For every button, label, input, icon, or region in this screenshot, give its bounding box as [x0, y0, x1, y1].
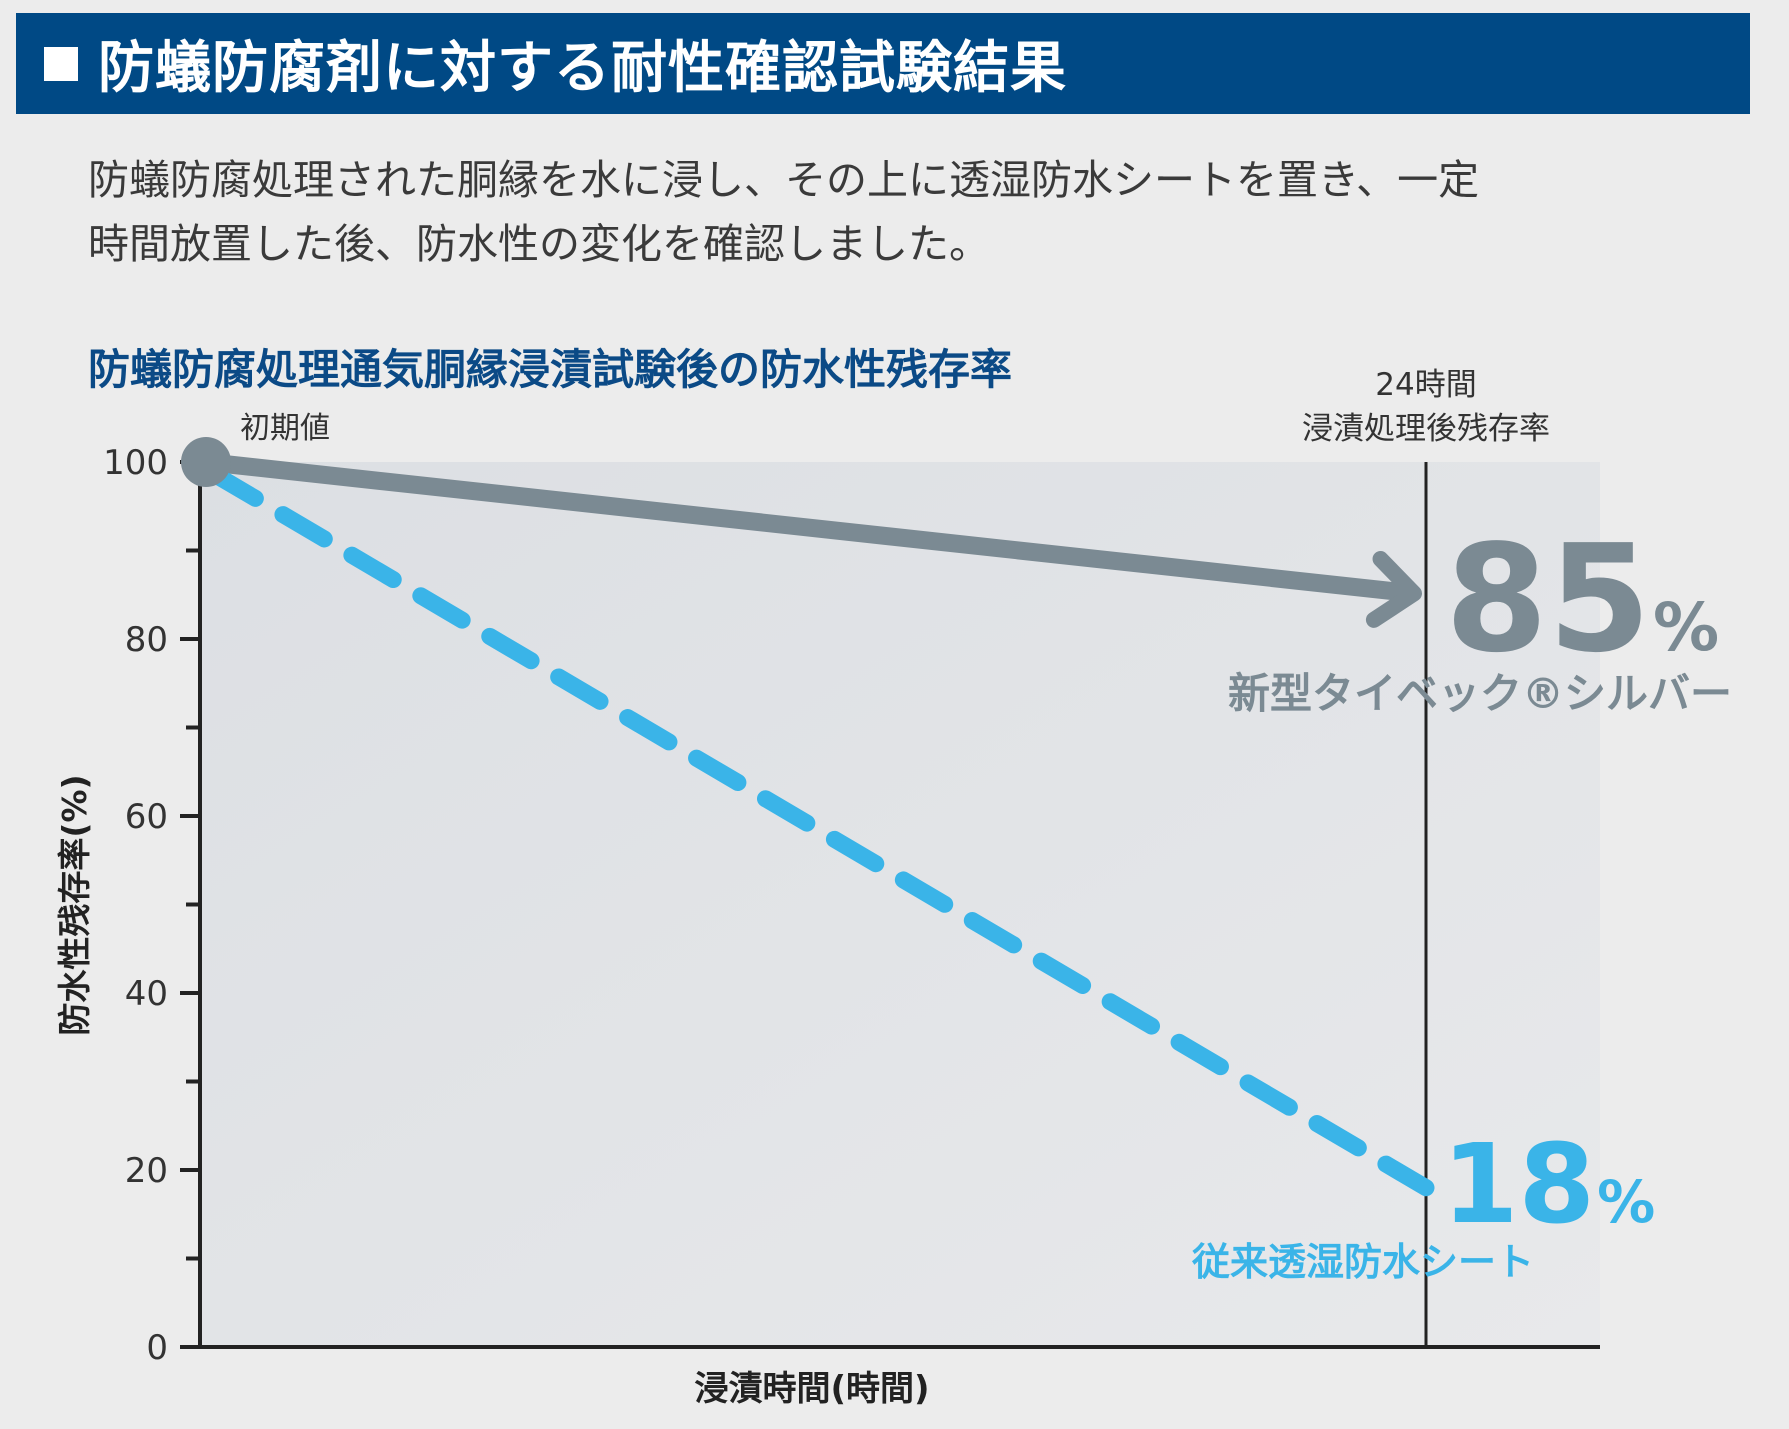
series-line-tyvek-silver: [205, 453, 1406, 602]
tyvek-value: 85: [1445, 513, 1651, 685]
marker-label-line2: 浸漬処理後残存率: [1302, 411, 1550, 447]
y-tick-label: 40: [125, 974, 168, 1014]
header-square-icon: [44, 46, 78, 81]
x-axis-title: 浸漬時間(時間): [694, 1369, 929, 1409]
y-tick-label: 20: [125, 1151, 168, 1191]
start-label: 初期値: [240, 411, 330, 446]
start-point: [181, 437, 231, 487]
header-bar: 防蟻防腐剤に対する耐性確認試験結果: [16, 13, 1750, 114]
y-axis-title: 防水性残存率(%): [55, 774, 94, 1035]
arrow-head: [1365, 551, 1422, 628]
tyvek-unit: %: [1653, 589, 1719, 666]
intro-line-1: 防蟻防腐処理された胴縁を水に浸し、その上に透湿防水シートを置き、一定: [88, 156, 1480, 204]
chart-title: 防蟻防腐処理通気胴縁浸漬試験後の防水性残存率: [88, 345, 1013, 394]
y-tick-labels: 100 80 60 40 20 0: [103, 443, 168, 1368]
tyvek-series-name: 新型タイベック®シルバー: [1228, 669, 1732, 718]
intro-line-2: 時間放置した後、防水性の変化を確認しました。: [88, 220, 990, 268]
conventional-unit: %: [1597, 1168, 1655, 1236]
y-tick-label: 60: [125, 797, 168, 837]
y-tick-label: 0: [146, 1328, 168, 1368]
conventional-value-label: 18%: [1442, 1120, 1655, 1248]
series-line-conventional: [205, 465, 1435, 1197]
conventional-series-name: 従来透湿防水シート: [1191, 1240, 1534, 1284]
intro-text: 防蟻防腐処理された胴縁を水に浸し、その上に透湿防水シートを置き、一定 時間放置し…: [88, 148, 1708, 276]
header-title: 防蟻防腐剤に対する耐性確認試験結果: [98, 36, 1067, 101]
marker-label-line1: 24時間: [1375, 367, 1476, 403]
y-minor-ticks: [186, 548, 200, 1261]
y-tick-label: 100: [103, 443, 168, 483]
y-tick-label: 80: [125, 620, 168, 660]
conventional-value: 18: [1442, 1120, 1595, 1248]
tyvek-value-label: 85%: [1445, 513, 1719, 685]
